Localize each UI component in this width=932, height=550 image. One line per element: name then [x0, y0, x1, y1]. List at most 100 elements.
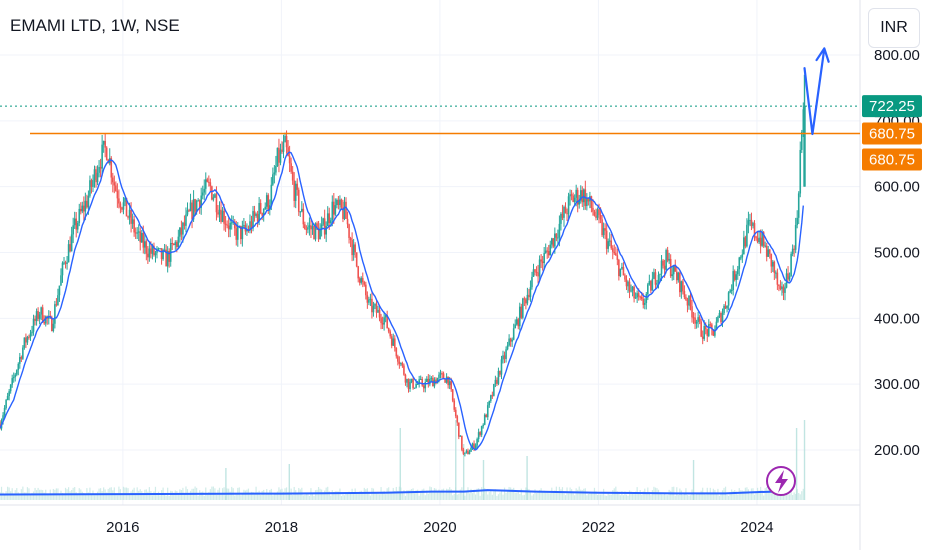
volume-bar — [674, 495, 676, 500]
candle-body — [127, 216, 129, 218]
volume-bar — [604, 495, 606, 500]
volume-bar — [729, 492, 731, 500]
candle-body — [69, 244, 71, 252]
time-tick-label: 2020 — [423, 519, 456, 536]
volume-bar — [535, 493, 538, 500]
candle-body — [587, 198, 590, 202]
candle-body — [735, 274, 738, 280]
volume-bar — [633, 493, 635, 500]
volume-bar — [141, 491, 143, 500]
volume-bar — [333, 492, 335, 500]
candle-body — [148, 248, 151, 258]
candle-body — [765, 245, 768, 257]
last-price-badge-bg — [862, 95, 922, 118]
candle-body — [433, 379, 436, 387]
candle-body — [383, 317, 385, 325]
lightning-bolt-icon[interactable] — [766, 466, 796, 496]
candle-body — [490, 395, 492, 401]
candle-body — [535, 271, 538, 273]
candle-body — [212, 197, 215, 200]
candle-body — [532, 269, 535, 277]
volume-bar — [740, 490, 742, 500]
candle-body — [29, 333, 32, 338]
volume-bar — [714, 489, 716, 500]
candle-body — [389, 331, 392, 337]
candle-body — [514, 324, 517, 329]
candle-body — [354, 244, 356, 253]
candle-body — [569, 194, 571, 197]
candle-body — [371, 298, 373, 313]
candle-body — [136, 232, 138, 234]
candle-body — [73, 218, 76, 226]
candle-body — [345, 201, 347, 219]
candle-body — [191, 202, 193, 220]
candle-body — [258, 202, 260, 222]
candle-body — [636, 293, 638, 298]
candle-body — [740, 257, 742, 259]
volume-bar — [353, 493, 355, 500]
volume-bar — [587, 493, 589, 500]
candle-body — [256, 213, 259, 222]
candle-body — [643, 302, 646, 305]
volume-bar — [438, 489, 440, 500]
volume-bar — [769, 489, 771, 500]
volume-bar — [799, 494, 801, 500]
volume-bar — [458, 493, 460, 500]
volume-bar — [348, 491, 350, 500]
volume-bar — [171, 491, 173, 500]
candle-body — [799, 149, 802, 194]
volume-bar — [746, 487, 748, 500]
candle-body — [235, 228, 238, 240]
volume-bar — [503, 487, 506, 500]
candle-body — [800, 131, 803, 150]
candle-body — [233, 221, 236, 229]
candle-body — [163, 249, 166, 251]
candle-body — [592, 207, 594, 212]
candle-body — [54, 304, 56, 324]
volume-bar — [770, 492, 772, 500]
candle-body — [15, 370, 18, 375]
volume-bar — [220, 493, 222, 500]
volume-bar — [490, 491, 492, 500]
candle-body — [775, 272, 777, 274]
candle-body — [89, 180, 91, 196]
candle-body — [412, 378, 414, 389]
candle-body — [61, 262, 64, 276]
volume-bar — [319, 488, 321, 500]
candle-body — [675, 271, 678, 281]
volume-bar — [721, 490, 724, 500]
price-badges: 722.25 680.75 680.75 — [862, 95, 922, 171]
volume-bar — [499, 492, 501, 500]
volume-bar — [31, 492, 33, 500]
volume-bar — [613, 488, 615, 500]
projection-arrow[interactable] — [803, 47, 830, 136]
volume-bar — [798, 492, 800, 500]
volume-bar — [420, 493, 422, 500]
candle-body — [445, 376, 448, 383]
candle-body — [421, 378, 424, 386]
volume-bar — [720, 492, 722, 500]
candle-body — [563, 206, 565, 218]
candle-body — [203, 188, 206, 193]
candle-body — [275, 165, 277, 173]
candle-body — [622, 266, 625, 276]
currency-button[interactable]: INR — [868, 8, 920, 48]
volume-bar — [19, 494, 21, 500]
volume-bar — [711, 494, 713, 500]
candle-body — [12, 377, 15, 379]
candle-body — [515, 319, 518, 325]
candle-body — [511, 339, 513, 342]
candle-body — [496, 379, 498, 384]
volume-bar — [359, 491, 361, 500]
volume-bar — [267, 492, 269, 500]
candle-body — [701, 336, 704, 339]
candle-body — [453, 400, 456, 410]
volume-bar — [429, 486, 431, 500]
volume-bar — [667, 495, 669, 500]
candle-body — [35, 311, 38, 321]
candle-body — [697, 317, 699, 322]
candle-body — [418, 379, 420, 384]
volume-bar — [261, 490, 263, 500]
candle-body — [634, 297, 637, 299]
